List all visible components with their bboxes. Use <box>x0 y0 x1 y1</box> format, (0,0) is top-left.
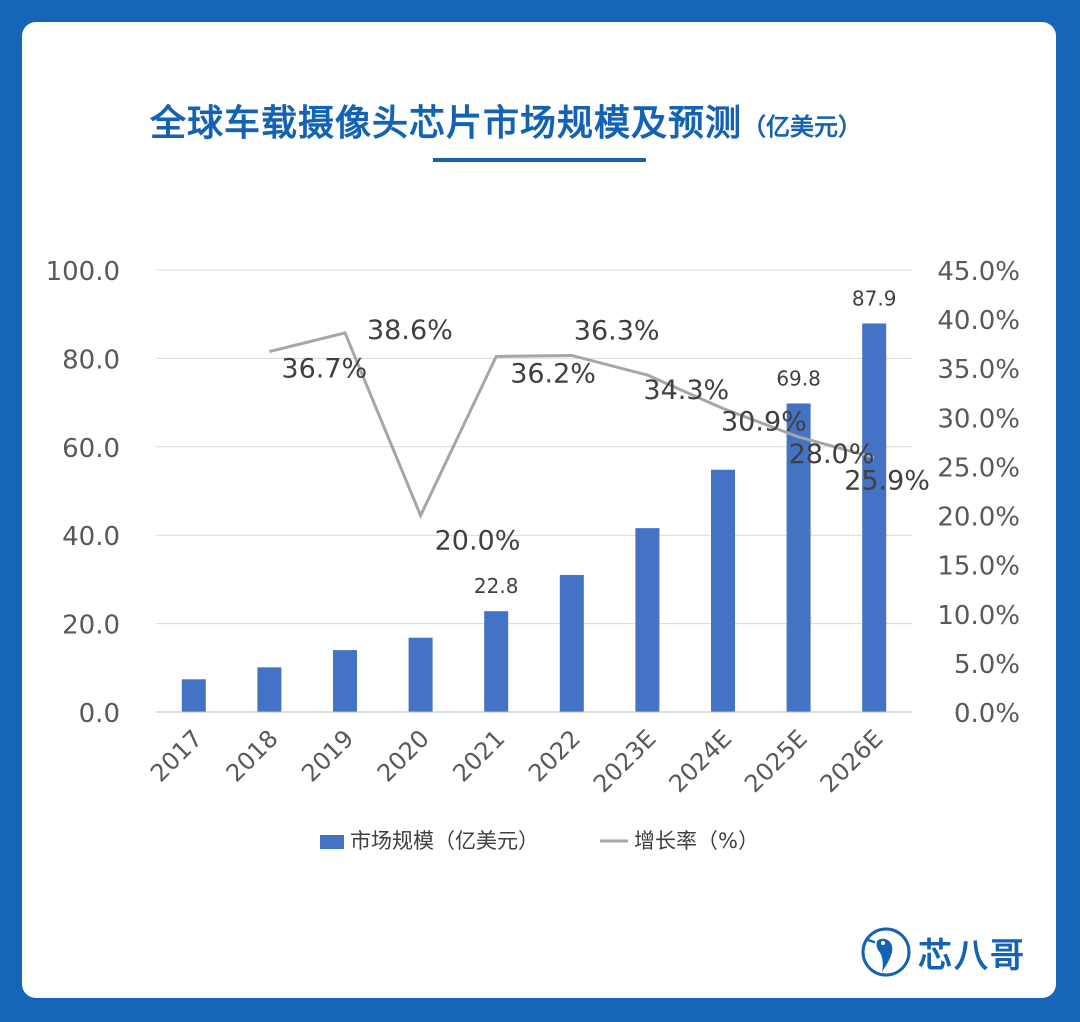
bar-data-label: 22.8 <box>474 574 519 598</box>
x-tick-label: 2017 <box>145 724 208 787</box>
growth-rate-line <box>269 331 875 520</box>
line-data-label: 28.0% <box>789 439 875 470</box>
legend-bar-label: 市场规模（亿美元） <box>350 829 539 853</box>
line-data-label: 25.9% <box>844 466 930 497</box>
y-left-tick-label: 40.0 <box>62 522 120 552</box>
y-right-tick-label: 10.0% <box>937 601 1020 631</box>
bar <box>257 667 282 712</box>
line-data-label: 20.0% <box>435 526 521 557</box>
y-right-tick-label: 20.0% <box>937 503 1020 533</box>
x-tick-label: 2026E <box>815 724 889 798</box>
brand-name: 芯八哥 <box>918 935 1026 976</box>
y-right-tick-label: 0.0% <box>954 699 1020 729</box>
bar <box>333 650 357 712</box>
x-tick-label: 2024E <box>664 724 738 798</box>
chart-title: 全球车载摄像头芯片市场规模及预测（亿美元） <box>150 94 862 146</box>
bar <box>862 323 887 712</box>
y-left-tick-label: 60.0 <box>62 434 120 464</box>
chart-card: 全球车载摄像头芯片市场规模及预测（亿美元） 0.0 20.0 40.0 60.0 80.… <box>22 22 1056 998</box>
bar <box>484 611 509 712</box>
chart: 0.0 20.0 40.0 60.0 80.0 100.0 0.0% 5.0% 10.0% 15.… <box>46 257 1020 853</box>
bird-logo-icon <box>861 927 911 977</box>
y-right-tick-label: 15.0% <box>937 552 1020 582</box>
bar <box>786 403 811 712</box>
line-data-label: 34.3% <box>643 375 729 406</box>
bar <box>181 679 206 712</box>
x-tick-label: 2021 <box>447 724 510 787</box>
y-left-tick-label: 20.0 <box>62 611 120 641</box>
y-left-tick-label: 100.0 <box>46 257 120 287</box>
bar <box>635 528 660 712</box>
y-right-tick-label: 35.0% <box>937 355 1020 385</box>
y-right-tick-label: 5.0% <box>954 650 1020 680</box>
y-right-tick-label: 30.0% <box>937 404 1020 434</box>
y-right-tick-label: 25.0% <box>937 453 1020 483</box>
x-tick-label: 2020 <box>372 724 435 787</box>
line-data-label: 38.6% <box>367 315 453 346</box>
line-data-label: 30.9% <box>721 406 807 437</box>
line-data-label: 36.7% <box>281 354 367 385</box>
y-right-tick-label: 45.0% <box>937 257 1020 287</box>
y-left-tick-label: 0.0 <box>79 699 120 729</box>
bar <box>408 637 433 712</box>
x-tick-label: 2025E <box>739 724 813 798</box>
legend-line-label: 增长率（%） <box>634 829 759 853</box>
x-tick-label: 2023E <box>588 724 662 798</box>
x-tick-label: 2022 <box>523 724 586 787</box>
title-underline <box>433 158 646 162</box>
bar <box>559 574 584 712</box>
line-data-label: 36.2% <box>510 358 596 389</box>
title-unit: （亿美元） <box>742 113 863 141</box>
y-right-tick-label: 40.0% <box>937 306 1020 336</box>
brand-logo: 芯八哥 <box>860 926 1026 978</box>
bar-data-label: 69.8 <box>776 366 821 390</box>
line-data-label: 36.3% <box>574 315 660 346</box>
x-tick-label: 2018 <box>221 724 284 787</box>
bar-data-label: 87.9 <box>852 286 897 310</box>
y-left-tick-label: 80.0 <box>62 345 120 375</box>
bar <box>711 469 735 712</box>
title-text: 全球车载摄像头芯片市场规模及预测 <box>150 103 743 144</box>
x-tick-label: 2019 <box>296 724 359 787</box>
legend-bar-swatch <box>320 835 344 849</box>
